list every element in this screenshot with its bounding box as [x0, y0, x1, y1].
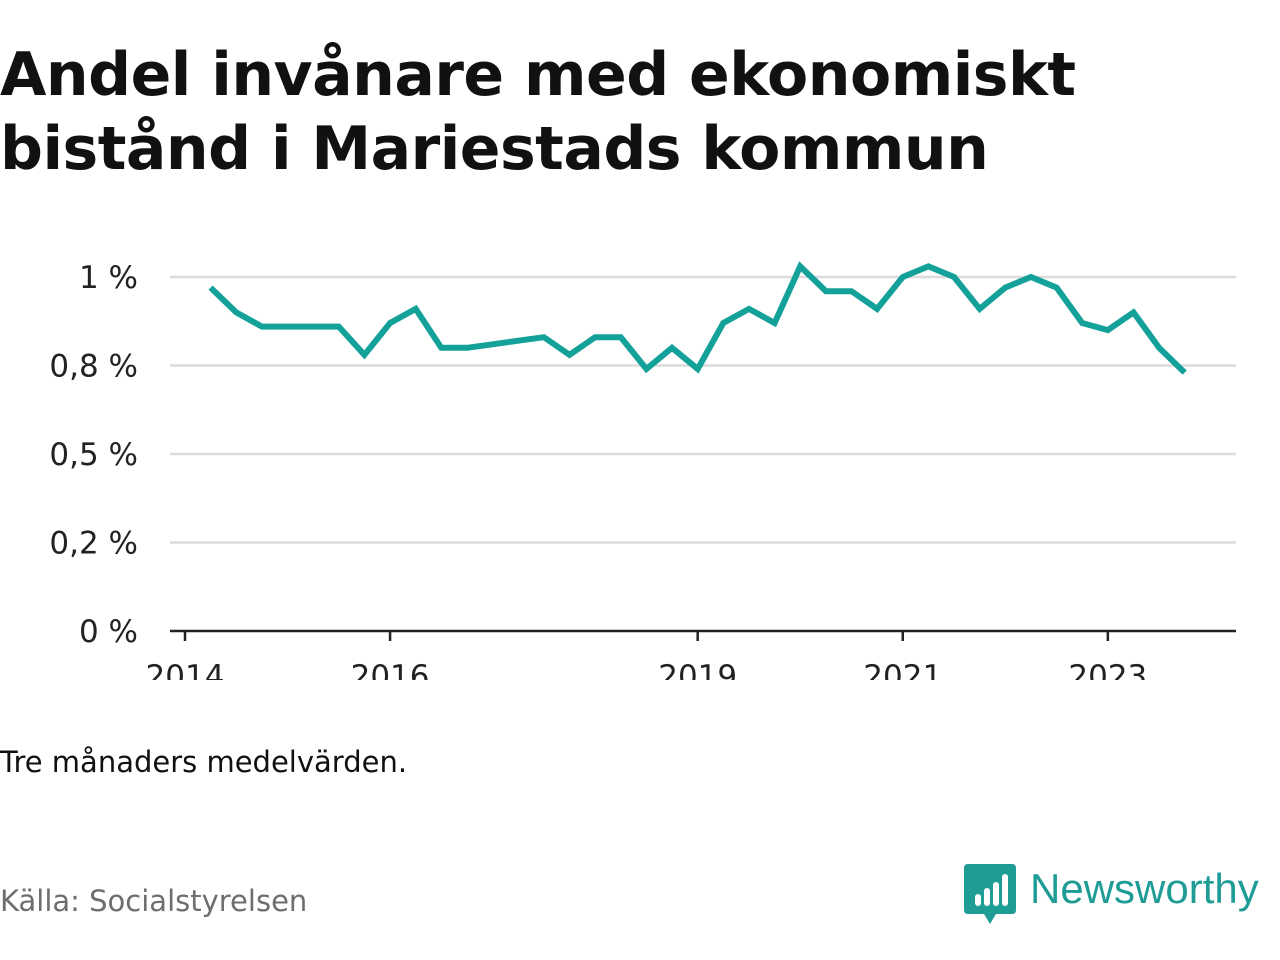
x-tick-label: 2019	[658, 659, 737, 680]
newsworthy-logo-icon	[964, 864, 1016, 924]
series-line	[208, 261, 1187, 375]
x-tick-label: 2021	[863, 659, 942, 680]
chart-title-line-1: Andel invånare med ekonomiskt	[0, 40, 1076, 110]
y-tick-label: 0,8 %	[49, 349, 138, 385]
x-tick-label: 2014	[146, 659, 225, 680]
chart-title-line-2: bistånd i Mariestads kommun	[0, 114, 989, 184]
chart-note: Tre månaders medelvärden.	[0, 745, 408, 779]
x-tick-label: 2023	[1068, 659, 1147, 680]
source-credit: Källa: Socialstyrelsen	[0, 884, 308, 918]
chart-title: Andel invånare med ekonomiskt bistånd i …	[0, 38, 1260, 186]
brand-logo: Newsworthy	[964, 864, 1259, 926]
line-chart: 0 % 0,2 % 0,5 % 0,8 % 1 % 2014 2016 2019 2021 202…	[49, 260, 1236, 680]
x-tick-label: 2016	[351, 659, 430, 680]
brand-name: Newsworthy	[1030, 865, 1259, 912]
y-tick-label: 1 %	[79, 260, 138, 296]
y-tick-label: 0,5 %	[49, 437, 138, 473]
y-tick-label: 0 %	[79, 614, 138, 650]
y-tick-label: 0,2 %	[49, 526, 138, 562]
